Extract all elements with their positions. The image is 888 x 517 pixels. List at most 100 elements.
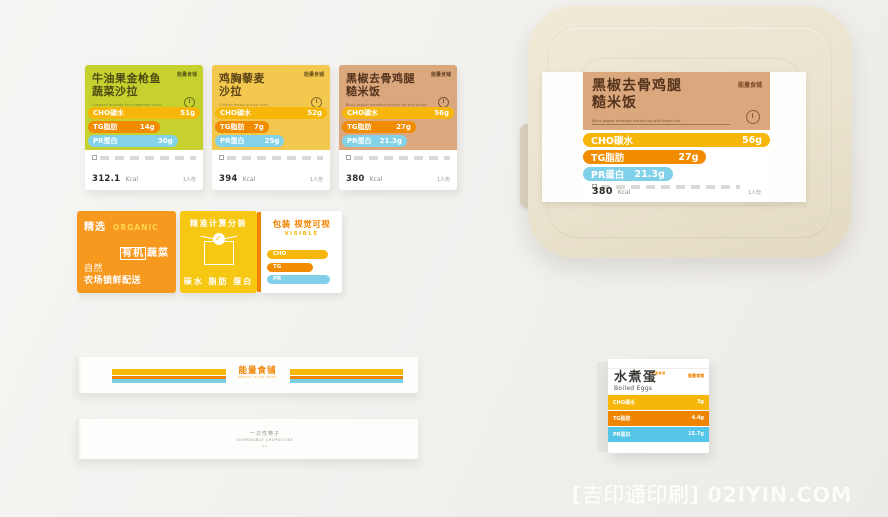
nutrient-label: CHO碳水 [347,109,378,117]
meal-title: 牛油果金枪鱼 蔬菜沙拉 [92,72,177,98]
calorie-value: 380 Kcal [346,174,383,184]
organic-line3: 自然 [84,263,104,274]
nutrient-row-cho: CHO碳水 52g [215,107,327,119]
meal-title-line2: 沙拉 [219,85,242,99]
calorie-value: 394 Kcal [219,174,256,184]
organic-line4: 农场锁鲜配送 [84,275,142,286]
bento-label-header: 黑椒去骨鸡腿 糙米饭 能量食铺 Black pepper boneless ch… [583,72,770,130]
brand-stripes: 能量食铺 ENERGY FOOD SHOP [112,367,403,383]
nutrient-rows: CHO碳水 56g TG脂肪 27g PR蛋白 21.3g [342,105,454,147]
nutrient-label: TG脂肪 [591,153,625,164]
qr-mark-icon [219,155,224,160]
meal-title-line1: 黑椒去骨鸡腿 [346,72,415,85]
nutrient-rows: CHO碳水 56g TG脂肪 27g PR蛋白 21.3g [583,133,770,184]
nutrient-row-tg: TG脂肪 27g [583,150,707,164]
meal-title: 黑椒去骨鸡腿 糙米饭 [346,72,431,98]
watermark-text: [吉印通印刷] 02IYIN.COM [571,483,852,507]
check-icon [212,233,225,245]
meal-title: 黑椒去骨鸡腿 糙米饭 [592,78,682,112]
nutrient-label: CHO碳水 [591,136,633,147]
fine-print [219,155,323,160]
visible-subtitle: VISIBLE [284,231,319,237]
nutrient-value: 30g [157,137,173,145]
eggs-box-side-face [597,362,609,452]
fine-print-lines [601,184,740,189]
qr-mark-icon [346,155,351,160]
calorie-value: 312.1 Kcal [92,174,139,184]
meal-title-line2: 糙米饭 [346,85,381,99]
qr-mark-icon [92,155,97,160]
nutrient-label: CHO碳水 [613,399,636,406]
meal-card-header: 能量食铺 牛油果金枪鱼 蔬菜沙拉 Chopped avocado tuna ve… [85,65,203,150]
meal-title: 鸡胸藜麦 沙拉 [219,72,304,98]
portion-footer: 碳水 脂肪 蛋白 [183,277,254,286]
stamp-icon [746,110,760,124]
bento-label: 黑椒去骨鸡腿 糙米饭 能量食铺 Black pepper boneless ch… [583,72,770,202]
nutrient-row-cho: CHO碳水 56g [583,133,770,147]
serving-size: 1人份 [436,177,450,183]
stripe-segment-left [112,367,226,383]
nutrient-rows: CHO碳水 52g TG脂肪 7g PR蛋白 25g [215,105,327,147]
nutrient-value: 21.3g [634,168,665,180]
bento-label-sleeve: 黑椒去骨鸡腿 糙米饭 能量食铺 Black pepper boneless ch… [542,72,806,202]
eggs-box-header: 水煮蛋 Boiled Eggs 能量食铺 [608,369,709,395]
nutrient-row-pr: PR蛋白 25g [215,135,285,147]
serving-size: 1人份 [182,177,196,183]
pill-pr: PR [267,275,331,284]
eggs-subtitle-en: Boiled Eggs [614,384,653,392]
nutrient-label: TG脂肪 [613,415,631,422]
eggs-box-flap: 能量食铺 [608,359,709,375]
nutrient-row-tg: TG脂肪 4.4g [608,410,709,426]
nutrient-label: CHO碳水 [93,109,124,117]
meal-card-header: 能量食铺 黑椒去骨鸡腿 糙米饭 Black pepper boneless ch… [339,65,457,150]
pill-tg: TG [267,262,313,272]
meal-card-black-pepper-chicken: 能量食铺 黑椒去骨鸡腿 糙米饭 Black pepper boneless ch… [339,65,457,190]
feature-card-organic: 精选 ORGANIC 有机 蔬菜 自然 农场锁鲜配送 [77,211,176,293]
brand-logo: 能量食铺 [737,82,762,89]
nutrient-value: 56g [434,109,449,117]
brand-logo: 能量食铺 [651,371,666,375]
nutrient-row-pr: PR蛋白 30g [88,135,178,147]
organic-boxed-text: 有机 [120,247,146,260]
nutrient-label: PR蛋白 [220,137,245,145]
visible-pills: CHO TG PR [267,250,336,284]
nutrient-value: 7g [253,123,264,131]
bento-box: 黑椒去骨鸡腿 糙米饭 能量食铺 Black pepper boneless ch… [528,6,852,258]
meal-title-line1: 鸡胸藜麦 [219,72,265,85]
chopsticks-text: 一次性筷子 DISPOSABLE CHOPSTICKS 0 A [237,431,293,448]
nutrient-value: 14g [139,123,155,131]
meal-card-header: 能量食铺 鸡胸藜麦 沙拉 Chicken breast quinoa salad… [212,65,330,150]
fine-print [592,184,740,189]
calorie-value: 380 Kcal [592,186,631,197]
serving-size: 1人份 [747,190,761,196]
nutrient-row-pr: PR蛋白 15.7g [608,426,709,442]
fine-print [346,155,450,160]
fine-print-lines [354,155,450,160]
meal-title-line1: 黑椒去骨鸡腿 [592,78,682,94]
nutrient-row-pr: PR蛋白 21.3g [342,135,407,147]
nutrient-value: 27g [396,123,411,131]
nutrient-value: 25g [264,137,280,145]
organic-tag-en: ORGANIC [113,223,159,232]
nutrient-label: TG脂肪 [220,123,245,131]
organic-tag-cn: 精选 [84,222,106,233]
meal-card-chicken-quinoa-salad: 能量食铺 鸡胸藜麦 沙拉 Chicken breast quinoa salad… [212,65,330,190]
meal-subtitle-en: Black pepper boneless chicken leg with b… [592,119,730,125]
nutrient-label: PR蛋白 [347,137,372,145]
nutrient-value: 51g [180,109,195,117]
meal-card-footer: 312.1 Kcal 1人份 [85,150,203,190]
brand-logo: 能量食铺 [688,373,704,378]
nutrient-row-tg: TG脂肪 7g [215,121,269,133]
nutrient-value: 21.3g [379,137,402,145]
fine-print [92,155,196,160]
nutrient-row-cho: CHO碳水 56g [342,107,454,119]
nutrient-label: CHO碳水 [220,109,251,117]
calorie-value: 71 Kcal [614,445,642,453]
feature-card-portioning: 精准计算分装 碳水 脂肪 蛋白 [180,211,257,293]
pill-cho: CHO [267,250,328,259]
nutrient-value: 27g [678,151,699,163]
nutrient-row-cho: CHO碳水 3g [608,394,709,410]
meal-card-avocado-tuna-salad: 能量食铺 牛油果金枪鱼 蔬菜沙拉 Chopped avocado tuna ve… [85,65,203,190]
nutrient-value: 52g [307,109,322,117]
